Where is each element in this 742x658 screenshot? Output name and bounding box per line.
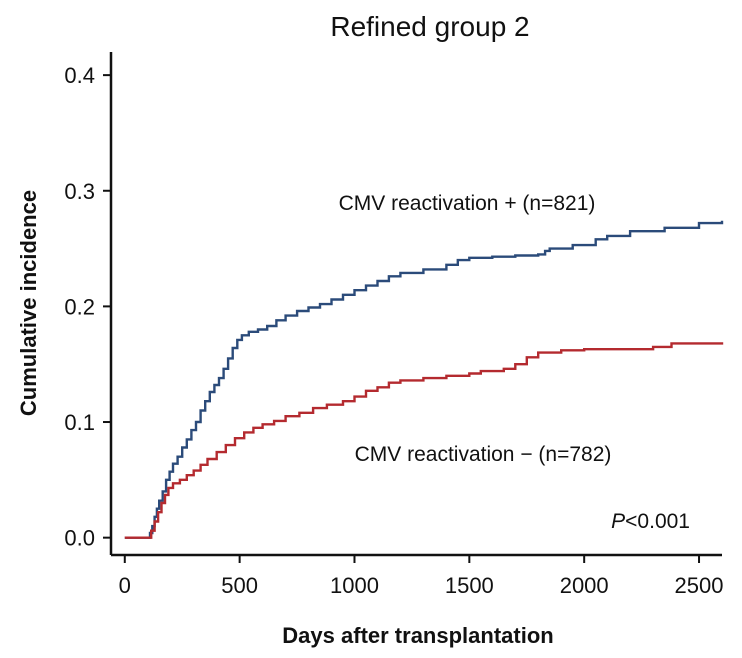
y-tick-label: 0.4: [64, 63, 95, 88]
cmv-positive-label: CMV reactivation + (n=821): [339, 192, 596, 215]
x-tick-label: 0: [119, 573, 131, 598]
cmv-positive-curve: [124, 220, 724, 539]
y-tick-label: 0.0: [64, 526, 95, 551]
p-value-label: P<0.001: [611, 510, 690, 533]
x-axis-title: Days after transplantation: [282, 623, 553, 648]
p-value-italic: P: [611, 510, 625, 533]
x-tick-label: 2500: [675, 573, 724, 598]
cmv-negative-curve: [124, 342, 724, 539]
axes-layer: 0 500 1000 1500 2000 2500 0.0 0.1 0.2 0.3 0.4: [64, 52, 724, 598]
y-tick-label: 0.3: [64, 179, 95, 204]
x-tick-label: 2000: [560, 573, 609, 598]
x-tick-label: 500: [221, 573, 258, 598]
p-value-rest: <0.001: [625, 510, 690, 533]
x-tick-label: 1000: [330, 573, 379, 598]
y-tick-label: 0.1: [64, 410, 95, 435]
chart-title: Refined group 2: [330, 11, 529, 42]
x-tick-label: 1500: [445, 573, 494, 598]
y-axis-title: Cumulative incidence: [16, 190, 41, 416]
y-tick-label: 0.2: [64, 294, 95, 319]
cmv-negative-label: CMV reactivation − (n=782): [355, 443, 612, 466]
series-layer: [124, 220, 724, 539]
